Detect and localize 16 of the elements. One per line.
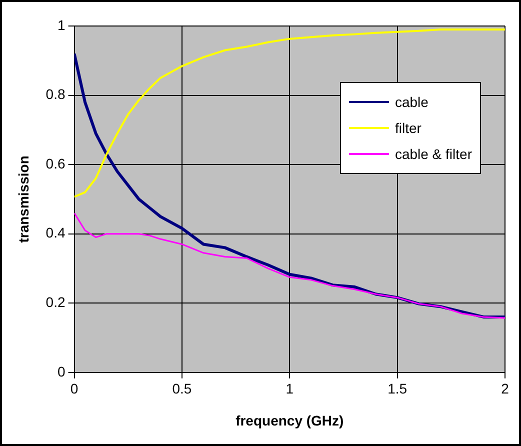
x-tick-label: 2 <box>501 380 510 397</box>
y-axis-title: transmission <box>15 156 32 243</box>
x-axis-title: frequency (GHz) <box>236 412 344 428</box>
legend-label: cable <box>394 94 428 110</box>
legend-label: filter <box>394 120 422 136</box>
x-tick-label: 1.5 <box>388 380 408 397</box>
y-tick-label: 0.6 <box>46 155 66 172</box>
y-tick-label: 0 <box>57 363 66 380</box>
y-tick-label: 0.4 <box>46 224 66 241</box>
x-tick-label: 0 <box>70 380 78 397</box>
legend-label: cable & filter <box>394 146 472 162</box>
x-tick-label: 0.5 <box>172 380 192 397</box>
y-tick-label: 1 <box>57 16 66 33</box>
y-tick-label: 0.8 <box>46 86 66 102</box>
y-tick-label: 0.2 <box>46 294 66 310</box>
x-tick-label: 1 <box>286 380 294 397</box>
